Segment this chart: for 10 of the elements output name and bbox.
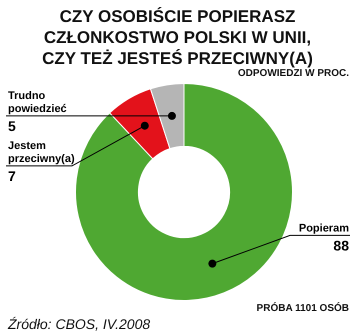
- text: PRÓBA 1101 OSÓB: [256, 303, 349, 314]
- slice-label: Trudno powiedzieć: [8, 90, 67, 115]
- chart-title: CZY OSOBIŚCIE POPIERASZ CZŁONKOSTWO POLSKI W UNII, CZY TEŻ JESTEŚ PRZECIWNY(A): [41, 6, 314, 69]
- slice-label: Popieram: [298, 222, 350, 234]
- slice-label: Jestem przeciwny(a): [8, 140, 75, 165]
- data-label: 88: [333, 237, 350, 254]
- text: Źródło: CBOS, IV.2008: [8, 316, 150, 332]
- text: ODPOWIEDZI W PROC.: [238, 68, 349, 79]
- data-label: 5: [8, 118, 16, 134]
- data-label: 7: [8, 168, 16, 184]
